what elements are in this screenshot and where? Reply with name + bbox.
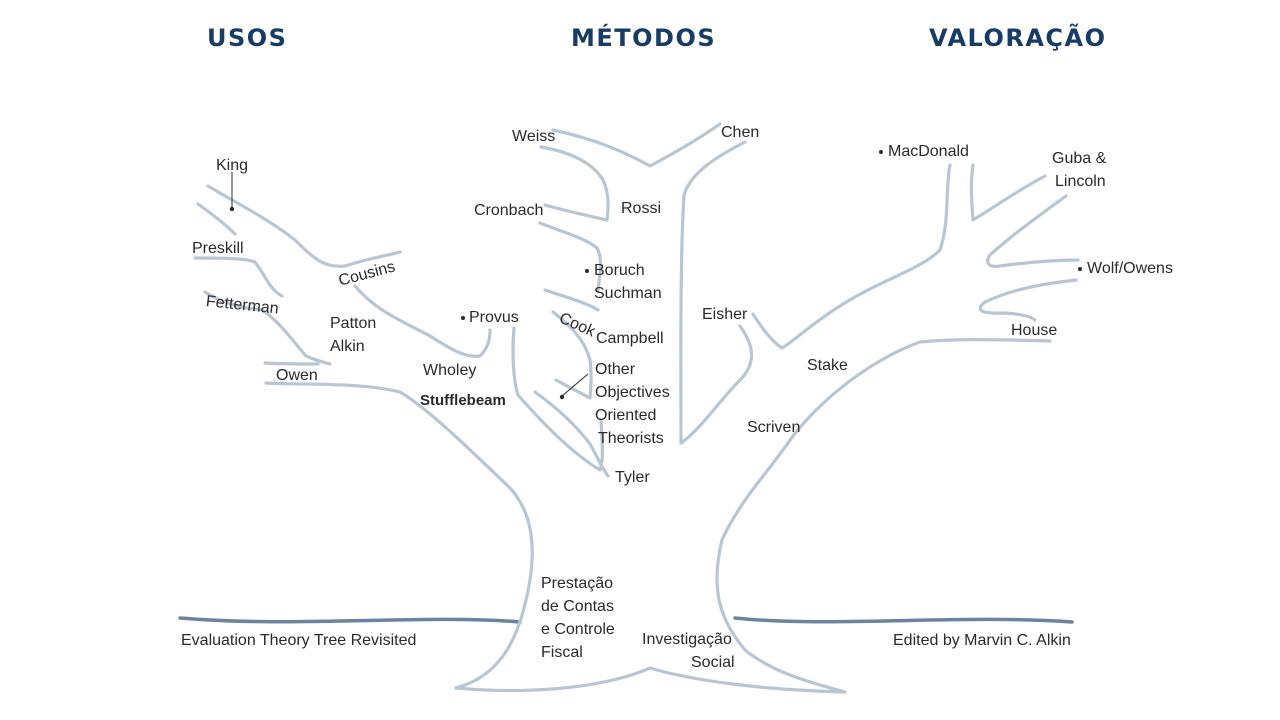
label-prestacao-2: de Contas <box>541 598 614 615</box>
label-investigacao-1: Investigação <box>642 631 732 648</box>
footer-right-caption: Edited by Marvin C. Alkin <box>893 632 1071 649</box>
bullet-macdonald <box>879 150 883 154</box>
branch-weiss <box>539 145 610 222</box>
other-objectives-pointer-dot <box>559 394 565 400</box>
label-rossi: Rossi <box>621 200 662 217</box>
label-chen: Chen <box>721 124 760 141</box>
label-stake: Stake <box>807 357 848 374</box>
label-wholey: Wholey <box>423 362 477 379</box>
bullet-wolf-owens <box>1078 267 1082 271</box>
label-king: King <box>216 157 249 174</box>
label-cronbach: Cronbach <box>474 202 544 219</box>
branch-cronbach <box>543 203 609 222</box>
branch-preskill-king <box>206 184 402 268</box>
branch-chen-trunk <box>679 140 754 445</box>
label-tyler: Tyler <box>615 469 650 486</box>
bullet-provus <box>461 316 465 320</box>
label-guba: Guba & <box>1052 150 1107 167</box>
label-weiss: Weiss <box>512 128 556 145</box>
label-other-objectives-4: Theorists <box>598 430 664 447</box>
label-lincoln: Lincoln <box>1055 173 1106 190</box>
label-investigacao-2: Social <box>691 654 735 671</box>
branch-cousins <box>353 284 492 358</box>
label-wolf-owens: Wolf/Owens <box>1087 260 1173 277</box>
label-provus: Provus <box>469 309 519 326</box>
branch-preskill-twig <box>196 202 237 236</box>
king-pointer-dot <box>229 206 235 212</box>
label-suchman: Suchman <box>594 285 662 302</box>
branch-wolf <box>978 278 1078 322</box>
bullet-boruch <box>585 269 589 273</box>
heading-valoracao: VALORAÇÃO <box>929 24 1107 52</box>
label-boruch: Boruch <box>594 262 645 279</box>
label-alkin: Alkin <box>330 338 365 355</box>
branch-lincoln <box>986 194 1080 268</box>
label-other-objectives-3: Oriented <box>595 407 657 424</box>
label-owen: Owen <box>276 367 318 384</box>
trunk-base-bottom <box>454 338 1052 694</box>
branch-boruch <box>538 221 603 292</box>
label-eisher: Eisher <box>702 306 748 323</box>
branch-guba <box>969 163 1047 222</box>
branch-owen <box>263 361 320 366</box>
branch-preskill <box>193 256 284 298</box>
ground-line-left <box>178 616 522 624</box>
branch-campbell <box>551 310 593 400</box>
label-campbell: Campbell <box>596 330 664 347</box>
heading-metodos: MÉTODOS <box>571 24 717 52</box>
branch-cook <box>543 288 600 312</box>
branch-tyler <box>533 390 610 478</box>
label-stufflebeam: Stufflebeam <box>420 392 506 409</box>
label-prestacao-1: Prestação <box>541 575 614 592</box>
heading-usos: USOS <box>207 24 288 52</box>
trunk-base <box>264 381 534 690</box>
other-objectives-pointer-line <box>561 373 589 397</box>
branch-fetterman <box>203 290 332 366</box>
branch-macdonald-stake <box>751 163 952 350</box>
label-prestacao-4: Fiscal <box>541 644 583 661</box>
label-patton: Patton <box>330 315 377 332</box>
ground-line-right <box>733 616 1074 624</box>
footer-left-caption: Evaluation Theory Tree Revisited <box>181 632 417 649</box>
branch-weiss-chen <box>551 122 722 168</box>
label-house: House <box>1011 322 1058 339</box>
label-macdonald: MacDonald <box>888 143 969 160</box>
label-scriven: Scriven <box>747 419 801 436</box>
branch-provus <box>511 326 604 472</box>
label-other-objectives-2: Objectives <box>595 384 670 401</box>
label-prestacao-3: e Controle <box>541 621 615 638</box>
label-preskill: Preskill <box>192 240 244 257</box>
label-other-objectives-1: Other <box>595 361 636 378</box>
